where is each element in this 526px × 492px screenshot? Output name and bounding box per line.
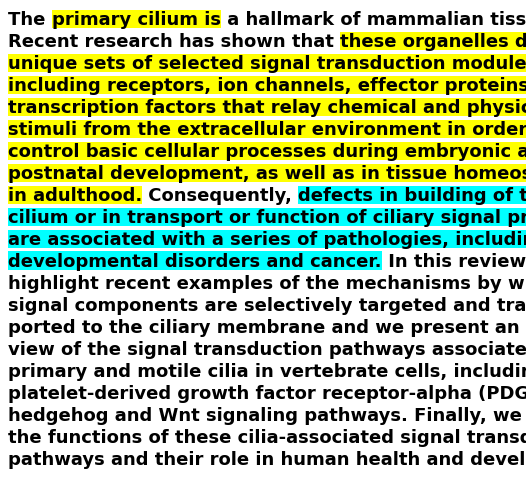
Text: primary cilium is: primary cilium is <box>52 11 220 29</box>
Bar <box>8 97 526 117</box>
Text: signal components are selectively targeted and trans-: signal components are selectively target… <box>8 297 526 315</box>
Text: a hallmark of mammalian tissue cells.: a hallmark of mammalian tissue cells. <box>220 11 526 29</box>
Bar <box>8 229 526 248</box>
Bar <box>298 185 526 204</box>
Bar <box>8 75 526 94</box>
Text: cilium or in transport or function of ciliary signal proteins: cilium or in transport or function of ci… <box>8 209 526 227</box>
Text: In this review, we: In this review, we <box>381 253 526 271</box>
Text: the functions of these cilia-associated signal transduction: the functions of these cilia-associated … <box>8 429 526 447</box>
Text: Recent research has shown that: Recent research has shown that <box>8 33 340 51</box>
Text: unique sets of selected signal transduction modules: unique sets of selected signal transduct… <box>8 55 526 73</box>
Text: transcription factors that relay chemical and physical: transcription factors that relay chemica… <box>8 99 526 117</box>
Bar <box>8 142 526 160</box>
Bar <box>8 185 142 204</box>
Bar <box>8 163 526 183</box>
Bar <box>8 120 526 138</box>
Text: postnatal development, as well as in tissue homeostasis: postnatal development, as well as in tis… <box>8 165 526 183</box>
Bar <box>340 31 526 50</box>
Text: hedgehog and Wnt signaling pathways. Finally, we discuss: hedgehog and Wnt signaling pathways. Fin… <box>8 407 526 425</box>
Bar <box>8 251 381 271</box>
Text: ported to the ciliary membrane and we present an over-: ported to the ciliary membrane and we pr… <box>8 319 526 337</box>
Text: in adulthood.: in adulthood. <box>8 187 142 205</box>
Text: primary and motile cilia in vertebrate cells, including: primary and motile cilia in vertebrate c… <box>8 363 526 381</box>
Text: these organelles display: these organelles display <box>340 33 526 51</box>
Text: Consequently,: Consequently, <box>142 187 298 205</box>
Text: highlight recent examples of the mechanisms by which: highlight recent examples of the mechani… <box>8 275 526 293</box>
Text: pathways and their role in human health and development.: pathways and their role in human health … <box>8 451 526 469</box>
Text: The: The <box>8 11 52 29</box>
Bar <box>8 54 526 72</box>
Text: view of the signal transduction pathways associated with: view of the signal transduction pathways… <box>8 341 526 359</box>
Text: platelet-derived growth factor receptor-alpha (PDGFRα),: platelet-derived growth factor receptor-… <box>8 385 526 403</box>
Bar <box>8 208 526 226</box>
Text: are associated with a series of pathologies, including: are associated with a series of patholog… <box>8 231 526 249</box>
Text: stimuli from the extracellular environment in order to: stimuli from the extracellular environme… <box>8 121 526 139</box>
Text: control basic cellular processes during embryonic and: control basic cellular processes during … <box>8 143 526 161</box>
Text: defects in building of the: defects in building of the <box>298 187 526 205</box>
Text: developmental disorders and cancer.: developmental disorders and cancer. <box>8 253 381 271</box>
Text: including receptors, ion channels, effector proteins and: including receptors, ion channels, effec… <box>8 77 526 95</box>
Bar <box>52 9 220 29</box>
